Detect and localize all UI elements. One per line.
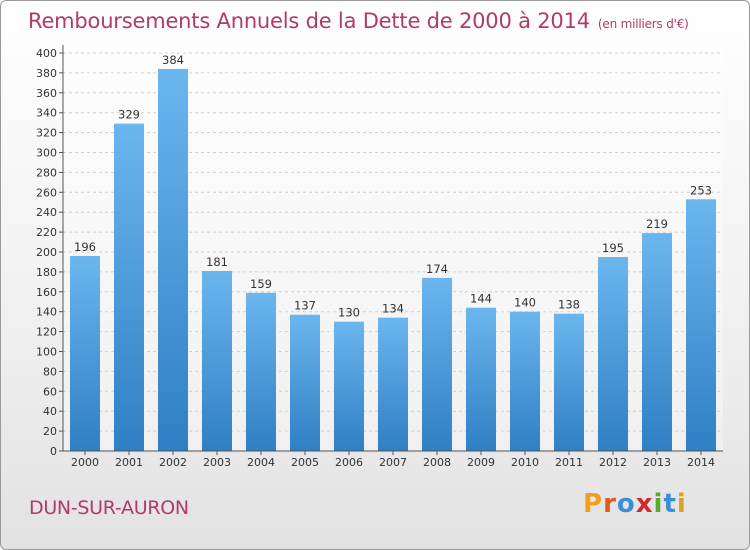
x-tick-label: 2012	[599, 456, 627, 469]
bar-2012	[598, 256, 628, 451]
x-tick-label: 2008	[423, 456, 451, 469]
bar-2004	[246, 292, 276, 451]
bar-2000	[70, 255, 100, 451]
data-label: 137	[294, 299, 316, 313]
bar-2010	[510, 311, 540, 451]
town-name: DUN-SUR-AURON	[29, 497, 189, 519]
y-tick-label: 160	[36, 286, 57, 299]
proxiti-logo: Proxiti	[583, 489, 687, 519]
data-label: 253	[690, 183, 712, 197]
data-label: 196	[74, 240, 96, 254]
y-tick-label: 240	[36, 206, 57, 219]
data-label: 384	[162, 53, 184, 67]
x-tick-label: 2005	[291, 456, 319, 469]
y-tick-label: 260	[36, 186, 57, 199]
x-tick-label: 2004	[247, 456, 275, 469]
logo-letter: P	[583, 489, 604, 519]
x-tick-label: 2013	[643, 456, 671, 469]
x-tick-label: 2006	[335, 456, 363, 469]
y-tick-label: 400	[36, 47, 57, 60]
bar-2002	[158, 68, 188, 452]
data-label: 219	[646, 217, 668, 231]
x-tick-label: 2001	[115, 456, 143, 469]
bar-2008	[422, 277, 452, 451]
data-label: 159	[250, 277, 272, 291]
bar-2007	[378, 317, 408, 451]
bar-2011	[554, 313, 584, 451]
y-tick-label: 200	[36, 246, 57, 259]
x-tick-label: 2011	[555, 456, 583, 469]
title-text: Remboursements Annuels de la Dette de 20…	[28, 9, 590, 33]
y-tick-label: 220	[36, 226, 57, 239]
chart-title: Remboursements Annuels de la Dette de 20…	[28, 9, 689, 33]
bar-2005	[290, 314, 320, 451]
bar-2013	[642, 233, 672, 451]
y-tick-label: 40	[43, 405, 57, 418]
data-label: 195	[602, 241, 624, 255]
data-label: 144	[470, 292, 492, 306]
y-tick-label: 180	[36, 266, 57, 279]
x-tick-label: 2002	[159, 456, 187, 469]
bar-2009	[466, 307, 496, 451]
y-tick-label: 80	[43, 365, 57, 378]
data-label: 138	[558, 298, 580, 312]
x-tick-label: 2007	[379, 456, 407, 469]
x-tick-label: 2010	[511, 456, 539, 469]
data-label: 174	[426, 262, 448, 276]
logo-letter: i	[653, 489, 664, 519]
y-tick-label: 360	[36, 87, 57, 100]
x-tick-label: 2000	[71, 456, 99, 469]
bar-2006	[334, 321, 364, 451]
x-tick-label: 2009	[467, 456, 495, 469]
x-tick-label: 2014	[687, 456, 715, 469]
data-label: 140	[514, 296, 536, 310]
y-tick-label: 340	[36, 107, 57, 120]
y-tick-label: 280	[36, 166, 57, 179]
y-tick-label: 20	[43, 425, 57, 438]
logo-letter: i	[676, 489, 687, 519]
logo-letter: x	[635, 489, 654, 519]
bar-2001	[114, 123, 144, 452]
data-label: 329	[118, 108, 140, 122]
logo-letter: t	[663, 489, 677, 519]
title-unit: (en milliers d'€)	[597, 17, 689, 31]
logo-letter: o	[616, 489, 636, 519]
data-label: 134	[382, 302, 404, 316]
bar-2014	[686, 199, 716, 451]
y-tick-label: 0	[50, 445, 57, 458]
y-tick-label: 380	[36, 67, 57, 80]
y-tick-label: 100	[36, 346, 57, 359]
y-tick-label: 320	[36, 127, 57, 140]
y-tick-label: 300	[36, 147, 57, 160]
y-tick-label: 140	[36, 306, 57, 319]
logo-letter: r	[603, 489, 617, 519]
bar-2003	[202, 270, 232, 451]
x-tick-label: 2003	[203, 456, 231, 469]
data-label: 130	[338, 306, 360, 320]
y-tick-label: 60	[43, 385, 57, 398]
y-tick-label: 120	[36, 326, 57, 339]
data-label: 181	[206, 255, 228, 269]
